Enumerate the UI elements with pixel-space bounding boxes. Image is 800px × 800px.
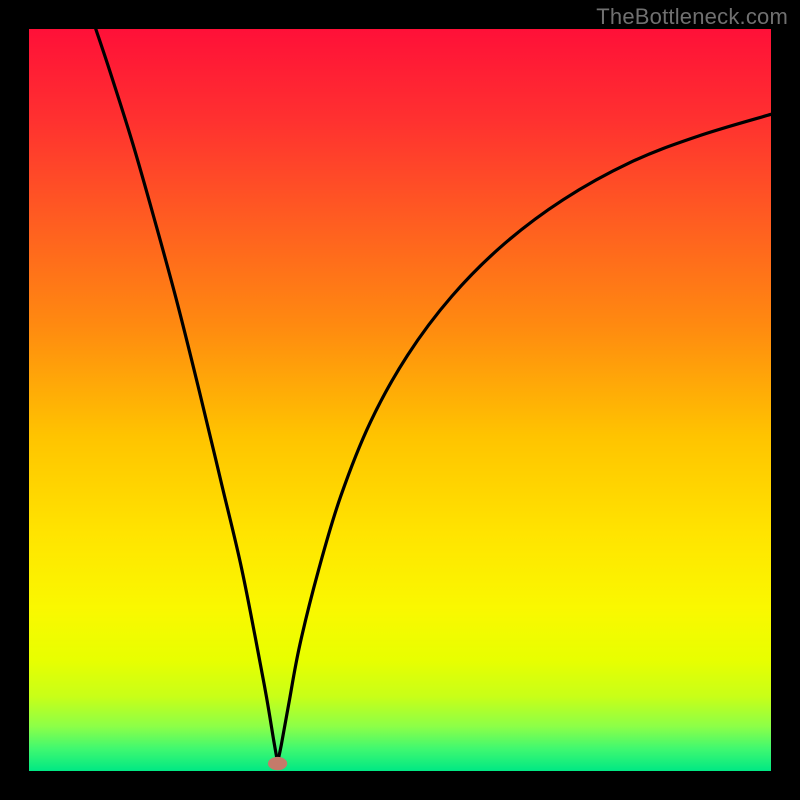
chart-svg xyxy=(29,29,771,771)
watermark-text: TheBottleneck.com xyxy=(596,4,788,30)
minimum-marker xyxy=(268,757,287,770)
gradient-background xyxy=(29,29,771,771)
chart-plot-area xyxy=(29,29,771,771)
